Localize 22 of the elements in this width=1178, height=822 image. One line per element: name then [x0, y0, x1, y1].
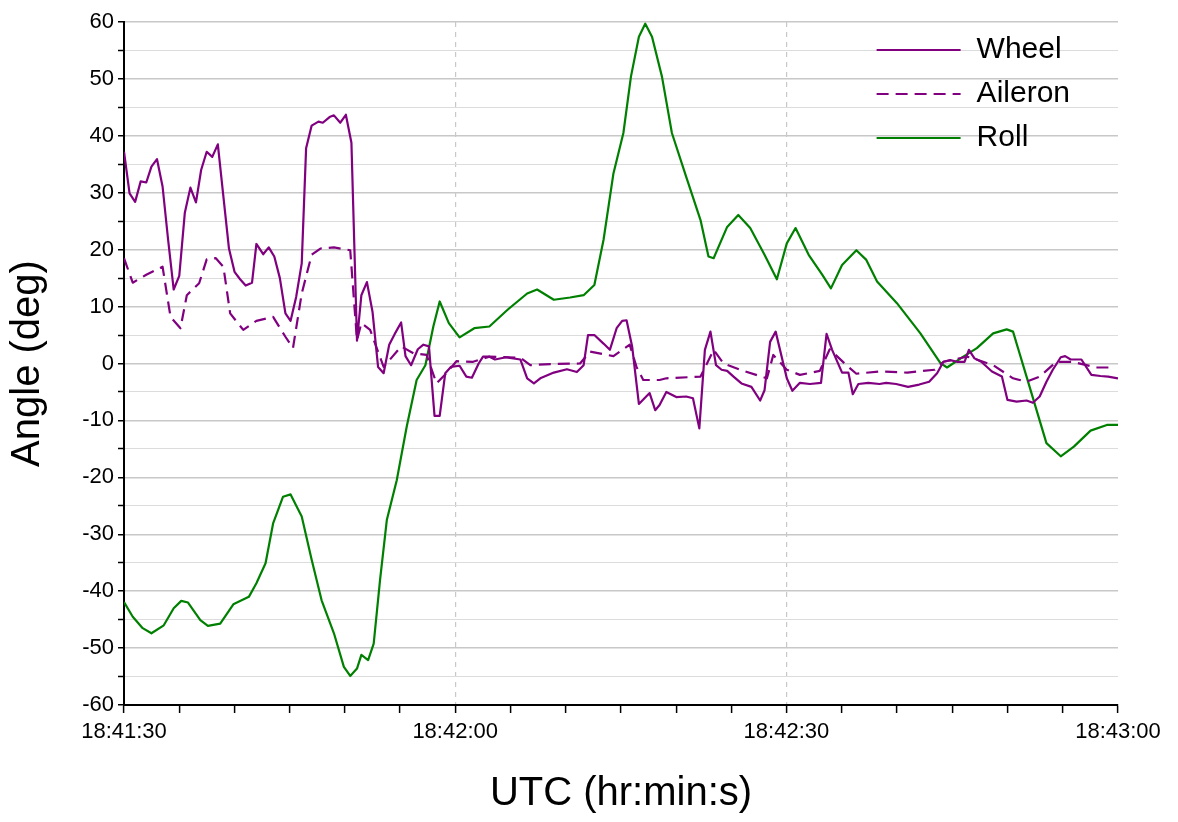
legend-label: Wheel [976, 31, 1062, 65]
x-tick-label: 18:41:30 [81, 718, 167, 744]
y-tick-label: -20 [82, 463, 114, 489]
legend-label: Aileron [976, 75, 1071, 109]
y-tick-label: 40 [89, 121, 114, 147]
x-tick-label: 18:43:00 [1075, 718, 1161, 744]
y-axis-title: Angle (deg) [3, 260, 48, 467]
x-axis-title: UTC (hr:min:s) [489, 769, 753, 814]
y-tick-label: 20 [89, 235, 114, 261]
legend-label: Roll [976, 119, 1029, 153]
x-tick-label: 18:42:30 [743, 718, 830, 744]
y-tick-label: -50 [82, 634, 114, 660]
y-tick-label: -10 [82, 406, 114, 432]
y-tick-label: 10 [89, 292, 114, 318]
y-tick-label: -60 [82, 691, 114, 717]
y-tick-label: 30 [89, 178, 114, 204]
y-tick-label: 50 [89, 64, 114, 90]
y-tick-label: -40 [82, 577, 114, 603]
y-tick-label: 60 [89, 8, 114, 34]
y-tick-label: 0 [101, 349, 114, 375]
x-tick-label: 18:42:00 [412, 718, 499, 744]
y-tick-label: -30 [82, 520, 114, 546]
